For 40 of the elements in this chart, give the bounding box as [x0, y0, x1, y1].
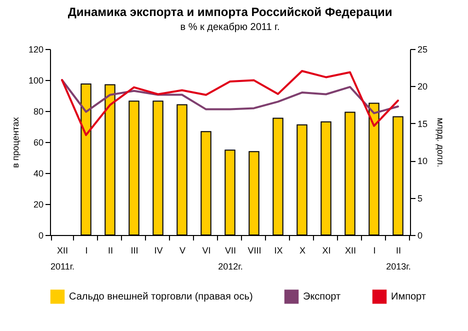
x-tick-label: XI [322, 246, 331, 256]
y-tick-label: 20 [33, 200, 44, 210]
x-tick-label: II [396, 246, 402, 256]
y2-tick-label: 0 [418, 230, 423, 240]
x-tick-label: V [179, 246, 186, 256]
x-tick-label: III [130, 246, 138, 256]
y-tick-label: 80 [33, 106, 44, 116]
text: 2011г. [50, 262, 75, 272]
y-tick-label: 120 [28, 44, 44, 54]
x-tick-label: VI [202, 246, 211, 256]
y2-tick-label: 15 [418, 118, 428, 129]
y2-tick-label: 20 [418, 82, 428, 92]
y2-tick-label: 5 [418, 193, 423, 204]
legend-label: Сальдо внешней торговли (правая ось) [69, 292, 253, 303]
x-tick-label: XII [56, 246, 68, 256]
x-tick-label: I [85, 246, 88, 256]
x-tick-label: XII [344, 246, 356, 256]
x-tick-label: X [299, 246, 306, 256]
x-tick-label: IX [274, 246, 283, 256]
y2-axis-title: млрд. долл. [436, 118, 446, 168]
legend-label: Импорт [391, 292, 426, 303]
x-tick-label: IV [154, 246, 163, 256]
y-tick-label: 40 [33, 168, 44, 178]
y2-tick-label: 10 [418, 156, 428, 166]
x-tick-label: I [373, 246, 376, 256]
x-tick-label: II [108, 246, 114, 256]
legend-label: Экспорт [303, 292, 341, 303]
chart-title: Динамика экспорта и импорта Российской Федерации [68, 5, 392, 19]
y-axis-title: в процентах [10, 116, 20, 168]
chart-subtitle: в % к декабрю 2011 г. [180, 22, 280, 33]
y2-tick-label: 25 [418, 44, 428, 54]
y-tick-label: 100 [28, 76, 44, 86]
x-tick-label: VII [224, 246, 236, 256]
text: 2012г. [218, 262, 243, 272]
line-series [61, 70, 399, 136]
line-series [61, 79, 399, 114]
y-tick-label: 60 [33, 138, 44, 148]
y-tick-label: 0 [38, 230, 44, 240]
x-tick-label: VIII [248, 246, 262, 256]
text: 2013г. [386, 262, 411, 272]
